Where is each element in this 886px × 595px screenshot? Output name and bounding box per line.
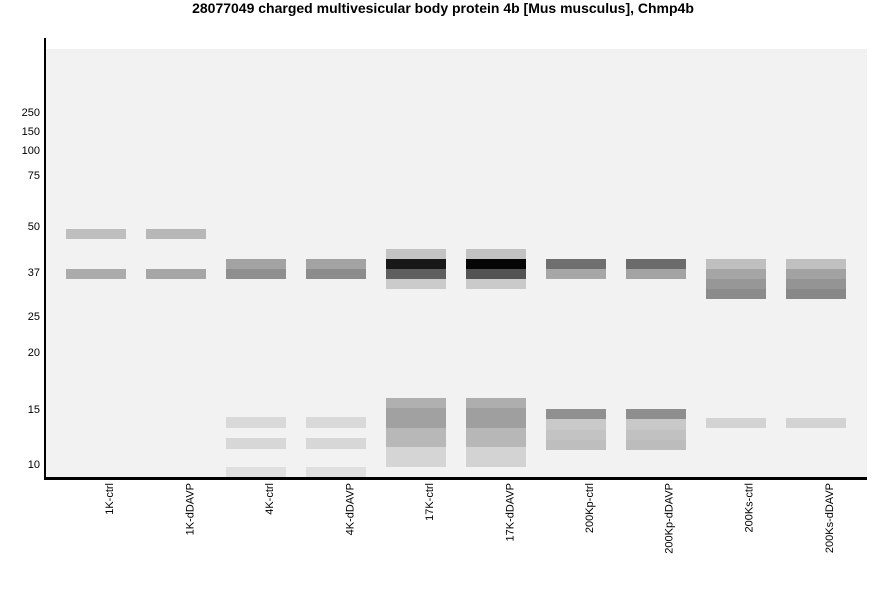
gel-band [706, 289, 766, 299]
gel-band [706, 269, 766, 279]
chart-title: 28077049 charged multivesicular body pro… [192, 0, 694, 16]
gel-band [546, 259, 606, 269]
gel-band [546, 419, 606, 430]
y-tick-label: 50 [27, 221, 40, 233]
y-tick-label: 75 [27, 170, 40, 182]
gel-band [626, 269, 686, 279]
gel-band [626, 430, 686, 440]
gel-band [226, 269, 286, 279]
gel-band [226, 259, 286, 269]
gel-band [466, 259, 526, 269]
gel-band [626, 409, 686, 419]
gel-band [226, 438, 286, 449]
gel-band [466, 398, 526, 408]
gel-band [306, 467, 366, 477]
lane-label: 1K-ctrl [104, 483, 116, 515]
gel-band [306, 269, 366, 279]
gel-band [786, 269, 846, 279]
gel-band [306, 417, 366, 428]
y-tick-label: 15 [27, 404, 40, 416]
y-tick-label: 10 [27, 459, 40, 471]
gel-band [466, 447, 526, 467]
gel-band [546, 269, 606, 279]
lane-label: 17K-dDAVP [504, 483, 516, 542]
x-axis-line [44, 477, 867, 480]
gel-band [706, 279, 766, 289]
lane-label: 1K-dDAVP [184, 483, 196, 536]
gel-band [626, 259, 686, 269]
lane-label: 200Ks-ctrl [744, 483, 756, 533]
gel-band [386, 279, 446, 289]
y-axis-line [44, 38, 46, 480]
gel-band [466, 279, 526, 289]
gel-band [66, 229, 126, 239]
lane-label: 17K-ctrl [424, 483, 436, 521]
lane-label: 200Kp-dDAVP [664, 483, 676, 554]
gel-band [386, 408, 446, 428]
gel-band [626, 419, 686, 430]
gel-band [466, 269, 526, 279]
gel-band [146, 269, 206, 279]
gel-band [466, 408, 526, 428]
gel-band [466, 249, 526, 259]
y-tick-label: 100 [21, 145, 40, 157]
gel-band [386, 428, 446, 447]
gel-band [786, 259, 846, 269]
lane-label: 4K-dDAVP [344, 483, 356, 536]
gel-band [386, 249, 446, 259]
lane-label: 200Kp-ctrl [584, 483, 596, 534]
gel-band [386, 259, 446, 269]
gel-band [546, 430, 606, 440]
gel-band [306, 438, 366, 449]
gel-band [626, 440, 686, 450]
gel-band [226, 467, 286, 477]
gel-band [226, 417, 286, 428]
gel-band [386, 447, 446, 467]
gel-band [786, 289, 846, 299]
gel-band [546, 440, 606, 450]
gel-band [706, 418, 766, 428]
gel-band [546, 409, 606, 419]
lane-label: 4K-ctrl [264, 483, 276, 515]
y-tick-label: 150 [21, 126, 40, 138]
gel-band [306, 259, 366, 269]
gel-band [786, 418, 846, 428]
y-tick-label: 20 [27, 347, 40, 359]
gel-band [146, 229, 206, 239]
gel-band [386, 398, 446, 408]
gel-band [786, 279, 846, 289]
gel-band [386, 269, 446, 279]
y-tick-label: 25 [27, 311, 40, 323]
gel-band [706, 259, 766, 269]
lane-label: 200Ks-dDAVP [824, 483, 836, 554]
gel-band [466, 428, 526, 447]
y-tick-label: 37 [27, 267, 40, 279]
gel-band [66, 269, 126, 279]
y-tick-label: 250 [21, 107, 40, 119]
